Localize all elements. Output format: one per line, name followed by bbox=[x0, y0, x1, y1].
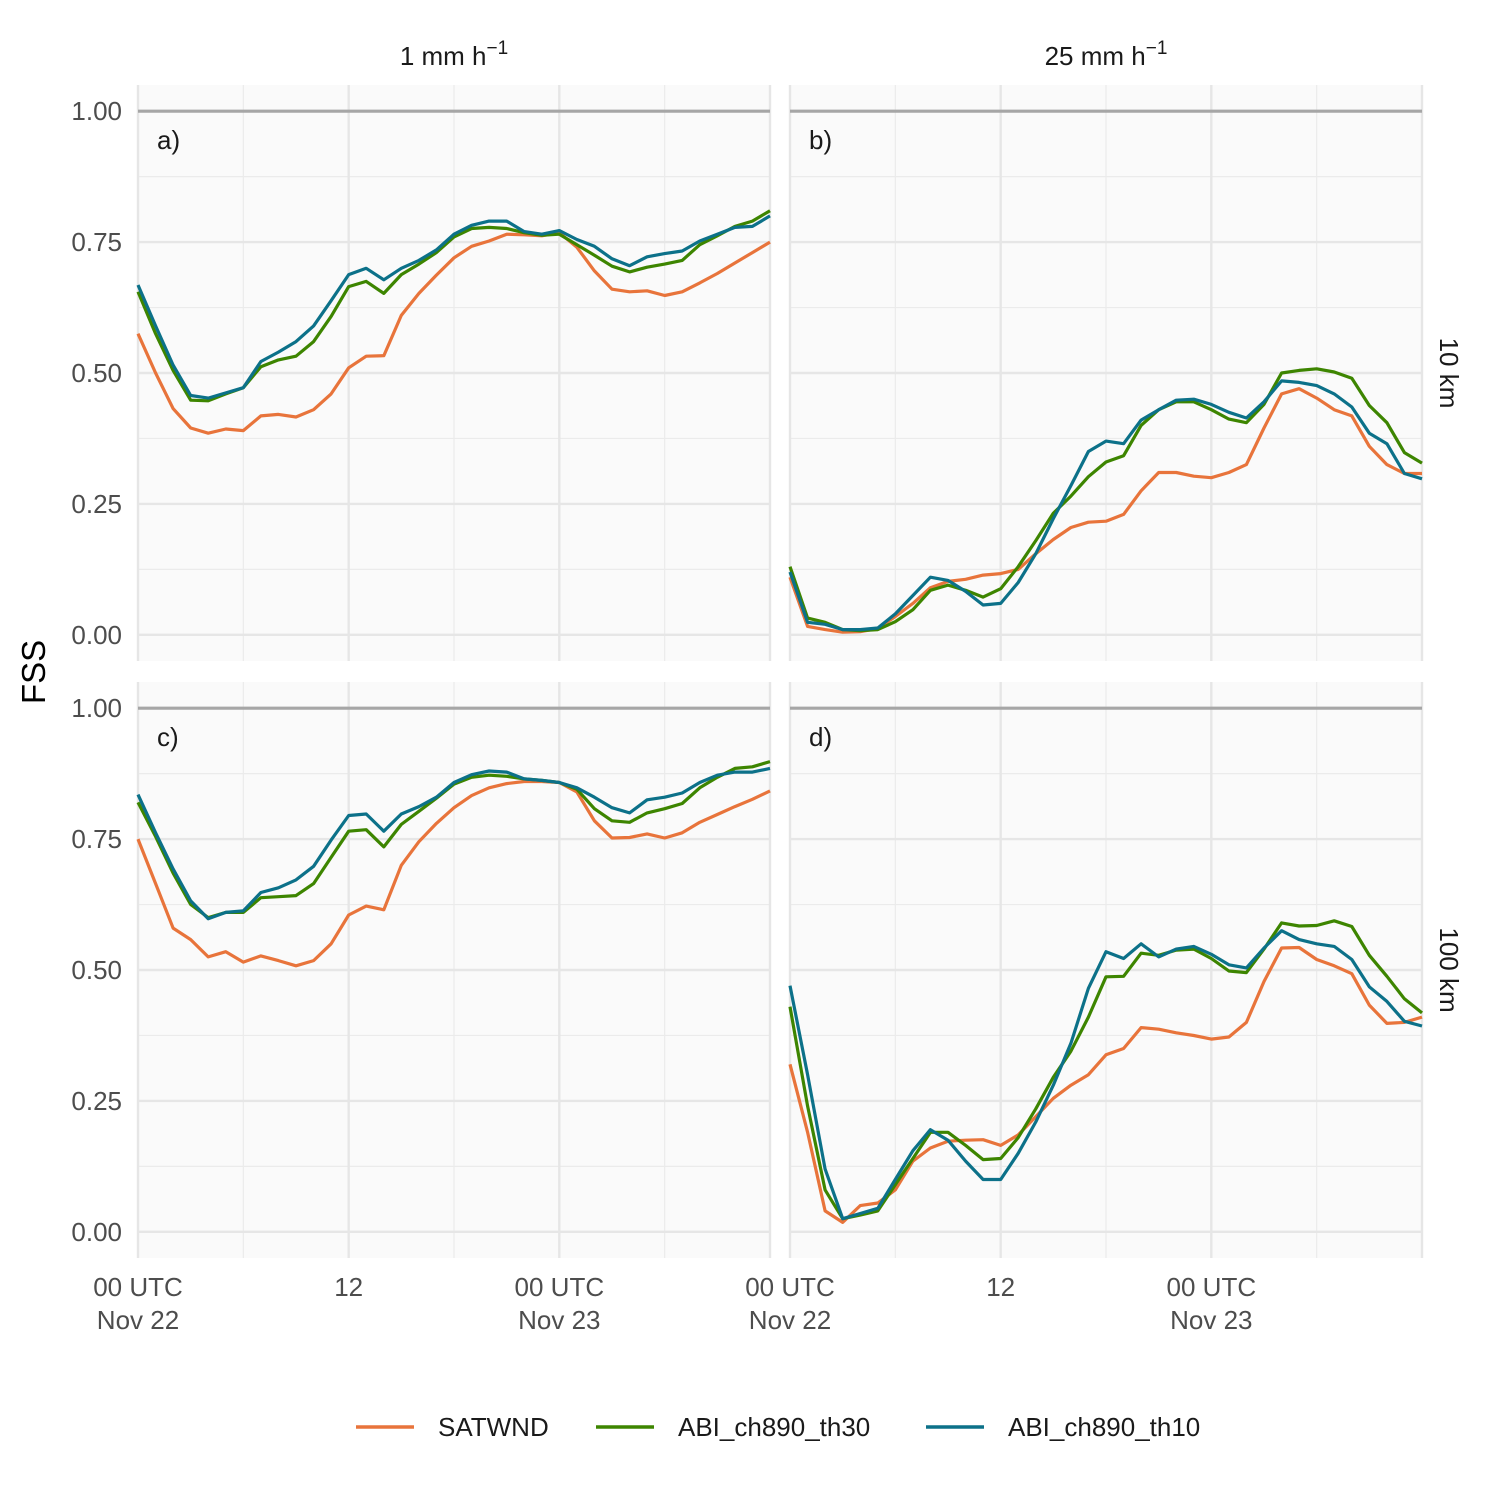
strips-layer: 1 mm h−1 25 mm h−1 10 km 100 km bbox=[400, 38, 1464, 1013]
column-strip-label: 1 mm h−1 bbox=[400, 38, 508, 71]
series-line-abi-ch890-th30 bbox=[788, 919, 1424, 1221]
y-tick-label: 0.25 bbox=[71, 489, 122, 519]
panel-label: a) bbox=[157, 125, 180, 155]
panel-label: d) bbox=[809, 722, 832, 752]
series-line-abi-ch890-th10 bbox=[788, 929, 1423, 1221]
row-strip-label: 10 km bbox=[1434, 338, 1464, 409]
panel-c: c) bbox=[136, 682, 772, 1258]
axes-layer: 0.00 0.25 0.50 0.75 1.00 0.00 0.25 0.50 0.75 1.00… bbox=[71, 96, 1256, 1335]
legend-label: ABI_ch890_th10 bbox=[1008, 1412, 1200, 1442]
legend-label: SATWND bbox=[438, 1412, 549, 1442]
panels-layer: a) b) c) d) bbox=[136, 85, 1424, 1258]
legend: SATWND ABI_ch890_th30 ABI_ch890_th10 bbox=[356, 1412, 1200, 1442]
y-tick-label: 0.50 bbox=[71, 955, 122, 985]
series-line-abi-ch890-th10 bbox=[136, 214, 771, 400]
x-tick-label: 12 bbox=[986, 1272, 1015, 1302]
x-tick-sublabel: Nov 23 bbox=[1170, 1305, 1252, 1335]
x-tick-label: 12 bbox=[334, 1272, 363, 1302]
series-line-abi-ch890-th10 bbox=[788, 379, 1423, 632]
y-tick-label: 0.00 bbox=[71, 1217, 122, 1247]
legend-item: ABI_ch890_th10 bbox=[926, 1412, 1200, 1442]
y-tick-label: 1.00 bbox=[71, 96, 122, 126]
y-tick-label: 1.00 bbox=[71, 693, 122, 723]
series-line-satwnd bbox=[788, 387, 1422, 634]
legend-item: ABI_ch890_th30 bbox=[596, 1412, 870, 1442]
panel-a: a) bbox=[136, 85, 772, 661]
x-tick-label: 00 UTC bbox=[93, 1272, 183, 1302]
series-line-abi-ch890-th30 bbox=[788, 367, 1423, 633]
y-tick-label: 0.00 bbox=[71, 620, 122, 650]
y-tick-label: 0.75 bbox=[71, 227, 122, 257]
panel-d: d) bbox=[788, 682, 1424, 1258]
legend-label: ABI_ch890_th30 bbox=[678, 1412, 870, 1442]
series-line-satwnd bbox=[136, 231, 771, 435]
x-tick-label: 00 UTC bbox=[515, 1272, 605, 1302]
y-tick-label: 0.50 bbox=[71, 358, 122, 388]
y-tick-label: 0.75 bbox=[71, 824, 122, 854]
series-line-satwnd bbox=[788, 945, 1423, 1225]
y-axis-title: FSS bbox=[15, 640, 52, 704]
x-tick-sublabel: Nov 22 bbox=[749, 1305, 831, 1335]
series-line-satwnd bbox=[136, 779, 771, 968]
column-strip-label: 25 mm h−1 bbox=[1045, 38, 1168, 71]
series-line-abi-ch890-th10 bbox=[136, 766, 771, 921]
legend-item: SATWND bbox=[356, 1412, 549, 1442]
panel-b: b) bbox=[788, 85, 1424, 661]
y-tick-label: 0.25 bbox=[71, 1086, 122, 1116]
row-strip-label: 100 km bbox=[1434, 927, 1464, 1012]
x-tick-label: 00 UTC bbox=[745, 1272, 835, 1302]
x-tick-sublabel: Nov 22 bbox=[97, 1305, 179, 1335]
panel-label: c) bbox=[157, 722, 179, 752]
x-tick-label: 00 UTC bbox=[1167, 1272, 1257, 1302]
x-tick-sublabel: Nov 23 bbox=[518, 1305, 600, 1335]
panel-label: b) bbox=[809, 125, 832, 155]
